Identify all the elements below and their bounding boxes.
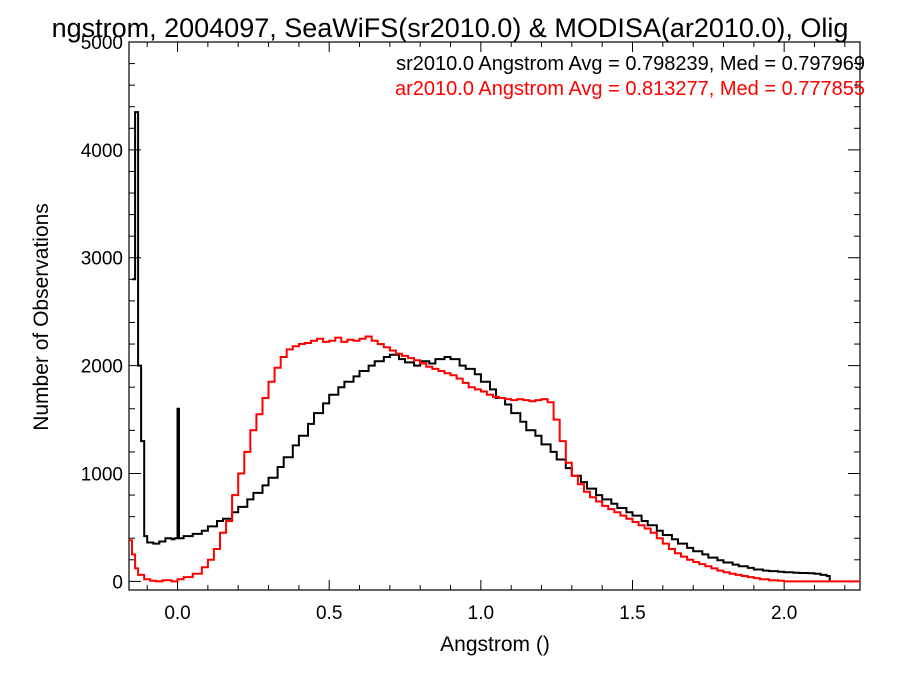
y-tick-label: 0 (112, 572, 123, 593)
x-tick-label: 2.0 (771, 603, 797, 624)
y-tick-label: 5000 (81, 33, 123, 54)
legend-entry: sr2010.0 Angstrom Avg = 0.798239, Med = … (396, 53, 865, 75)
legend: sr2010.0 Angstrom Avg = 0.798239, Med = … (395, 53, 865, 100)
x-tick-label: 1.0 (468, 603, 494, 624)
legend-entry: ar2010.0 Angstrom Avg = 0.813277, Med = … (395, 78, 865, 100)
y-tick-label: 2000 (81, 357, 123, 378)
x-tick-label: 1.5 (619, 603, 645, 624)
y-axis-ticks: 0 1000 2000 3000 4000 5000 (81, 33, 860, 593)
y-tick-label: 4000 (81, 141, 123, 162)
x-axis-label: Angstrom () (440, 633, 550, 656)
chart-title: ngstrom, 2004097, SeaWiFS(sr2010.0) & MO… (52, 13, 849, 43)
series-layer (129, 111, 860, 583)
x-tick-label: 0.0 (164, 603, 190, 624)
x-tick-label: 0.5 (316, 603, 342, 624)
series-line-ar2010 (129, 335, 860, 583)
plot-frame (128, 41, 861, 591)
plot-border (128, 41, 861, 591)
x-axis-ticks: 0.0 0.5 1.0 1.5 2.0 (146, 42, 846, 624)
series-line-sr2010 (132, 111, 831, 582)
y-axis-label: Number of Observations (30, 203, 53, 431)
y-tick-label: 3000 (81, 249, 123, 270)
y-tick-label: 1000 (81, 464, 123, 485)
